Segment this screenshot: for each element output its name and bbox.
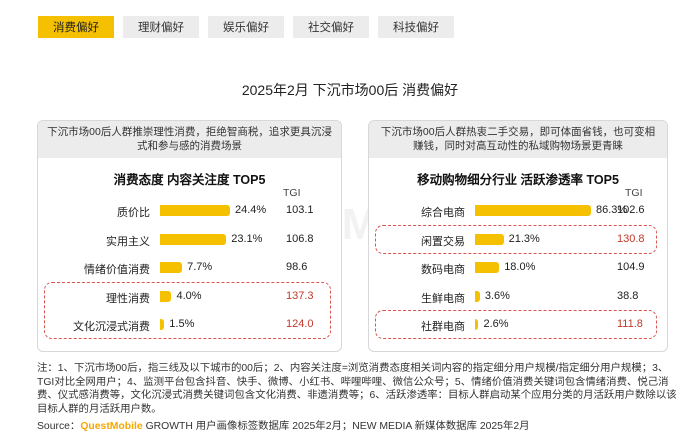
tgi-value: 106.8 (286, 232, 314, 245)
highlight-box (44, 281, 331, 339)
source-prefix: Source： (37, 421, 81, 432)
category-label-box: 综合电商 (369, 201, 465, 221)
bar-row: 数码电商 18.0% 104.9 (369, 258, 667, 278)
source-line: Source：QuestMobile GROWTH 用户画像标签数据库 2025… (37, 417, 530, 432)
value-label: 23.1% (231, 232, 263, 245)
category-label: 实用主义 (106, 235, 150, 248)
category-label: 情绪价值消费 (84, 264, 150, 276)
category-label-box: 数码电商 (369, 258, 465, 278)
page-title: 2025年2月 下沉市场00后 消费偏好 (241, 82, 459, 98)
bar (160, 290, 172, 302)
bar-row: 生鲜电商 3.6% 38.8 (369, 287, 667, 307)
tgi-value: 103.1 (286, 204, 314, 216)
chart-title: 消费态度 内容关注度 TOP5 (113, 173, 266, 187)
category-label: 闲置交易 (421, 235, 465, 248)
category-label-box: 理性消费 (38, 287, 150, 307)
tgi-value: 104.9 (617, 261, 645, 273)
category-label: 质价比 (117, 207, 150, 219)
questmobile-logo: QuestMobile (80, 421, 143, 432)
bar (475, 205, 591, 216)
panel-header: 下沉市场00后人群热衷二手交易，即可体面省钱，也可变相赚钱，同时对高互动性的私域… (369, 121, 667, 158)
value-label: 2.6% (483, 318, 509, 330)
value-label: 18.0% (504, 261, 536, 273)
tgi-value: 98.6 (286, 261, 308, 273)
bar (160, 262, 183, 273)
bar-row: 社群电商 2.6% 111.8 (369, 315, 667, 335)
category-label: 生鲜电商 (421, 292, 465, 305)
tgi-value: 102.6 (617, 204, 645, 216)
bar-row: 情绪价值消费 7.7% 98.6 (38, 258, 341, 278)
bar (475, 319, 479, 330)
tgi-value: 124.0 (286, 318, 314, 330)
highlight-box (375, 224, 657, 254)
tgi-value: 38.8 (617, 289, 639, 302)
bar-row: 理性消费 4.0% 137.3 (38, 287, 341, 307)
chart-title: 移动购物细分行业 活跃渗透率 TOP5 (417, 173, 619, 187)
category-label: 社群电商 (421, 321, 465, 333)
category-label-box: 社群电商 (369, 315, 465, 335)
chart-panel-consumption-attitude: 下沉市场00后人群推崇理性消费，拒绝智商税，追求更具沉浸式和参与感的消费场景 消… (37, 120, 342, 352)
value-label: 86.3% (596, 204, 628, 216)
category-label: 理性消费 (106, 292, 150, 305)
bar (160, 233, 227, 245)
bar (160, 205, 230, 216)
tgi-value: 137.3 (286, 289, 314, 302)
footnotes: 注：1、下沉市场00后，指三线及以下城市的00后；2、内容关注度=浏览消费态度相… (37, 363, 677, 415)
category-label-box: 文化沉浸式消费 (38, 315, 150, 335)
tab-3[interactable]: 娱乐偏好 (208, 16, 284, 38)
category-label-box: 实用主义 (38, 230, 150, 250)
bar (475, 262, 500, 273)
bar-row: 质价比 24.4% 103.1 (38, 201, 341, 221)
category-label-box: 闲置交易 (369, 230, 465, 250)
tab-2[interactable]: 理财偏好 (123, 16, 199, 38)
value-label: 21.3% (508, 232, 540, 245)
tgi-column-header: TGI (283, 187, 301, 199)
panel-header: 下沉市场00后人群推崇理性消费，拒绝智商税，追求更具沉浸式和参与感的消费场景 (38, 121, 341, 158)
tgi-value: 111.8 (617, 318, 643, 330)
tab-1[interactable]: 消费偏好 (38, 16, 114, 38)
bar (160, 319, 165, 330)
tgi-column-header: TGI (625, 187, 643, 199)
tab-4[interactable]: 社交偏好 (293, 16, 369, 38)
bar-row: 综合电商 86.3% 102.6 (369, 201, 667, 221)
source-text: GROWTH 用户画像标签数据库 2025年2月；NEW MEDIA 新媒体数据… (142, 421, 530, 432)
tgi-value: 130.8 (617, 232, 645, 245)
category-label: 综合电商 (421, 207, 465, 219)
highlight-box (375, 310, 657, 339)
tab-bar: 消费偏好 理财偏好 娱乐偏好 社交偏好 科技偏好 (38, 16, 454, 38)
category-label: 文化沉浸式消费 (73, 321, 150, 333)
bar-row: 实用主义 23.1% 106.8 (38, 230, 341, 250)
category-label-box: 生鲜电商 (369, 287, 465, 307)
category-label-box: 质价比 (38, 201, 150, 221)
bar (475, 233, 504, 245)
chart-panel-mobile-shopping: 下沉市场00后人群热衷二手交易，即可体面省钱，也可变相赚钱，同时对高互动性的私域… (368, 120, 668, 352)
category-label: 数码电商 (421, 264, 465, 276)
bar (475, 290, 480, 302)
bar-row: 文化沉浸式消费 1.5% 124.0 (38, 315, 341, 335)
value-label: 3.6% (484, 289, 510, 302)
value-label: 4.0% (176, 289, 202, 302)
tab-5[interactable]: 科技偏好 (378, 16, 454, 38)
value-label: 7.7% (187, 261, 213, 273)
category-label-box: 情绪价值消费 (38, 258, 150, 278)
value-label: 24.4% (235, 204, 267, 216)
value-label: 1.5% (169, 318, 195, 330)
bar-row: 闲置交易 21.3% 130.8 (369, 230, 667, 250)
